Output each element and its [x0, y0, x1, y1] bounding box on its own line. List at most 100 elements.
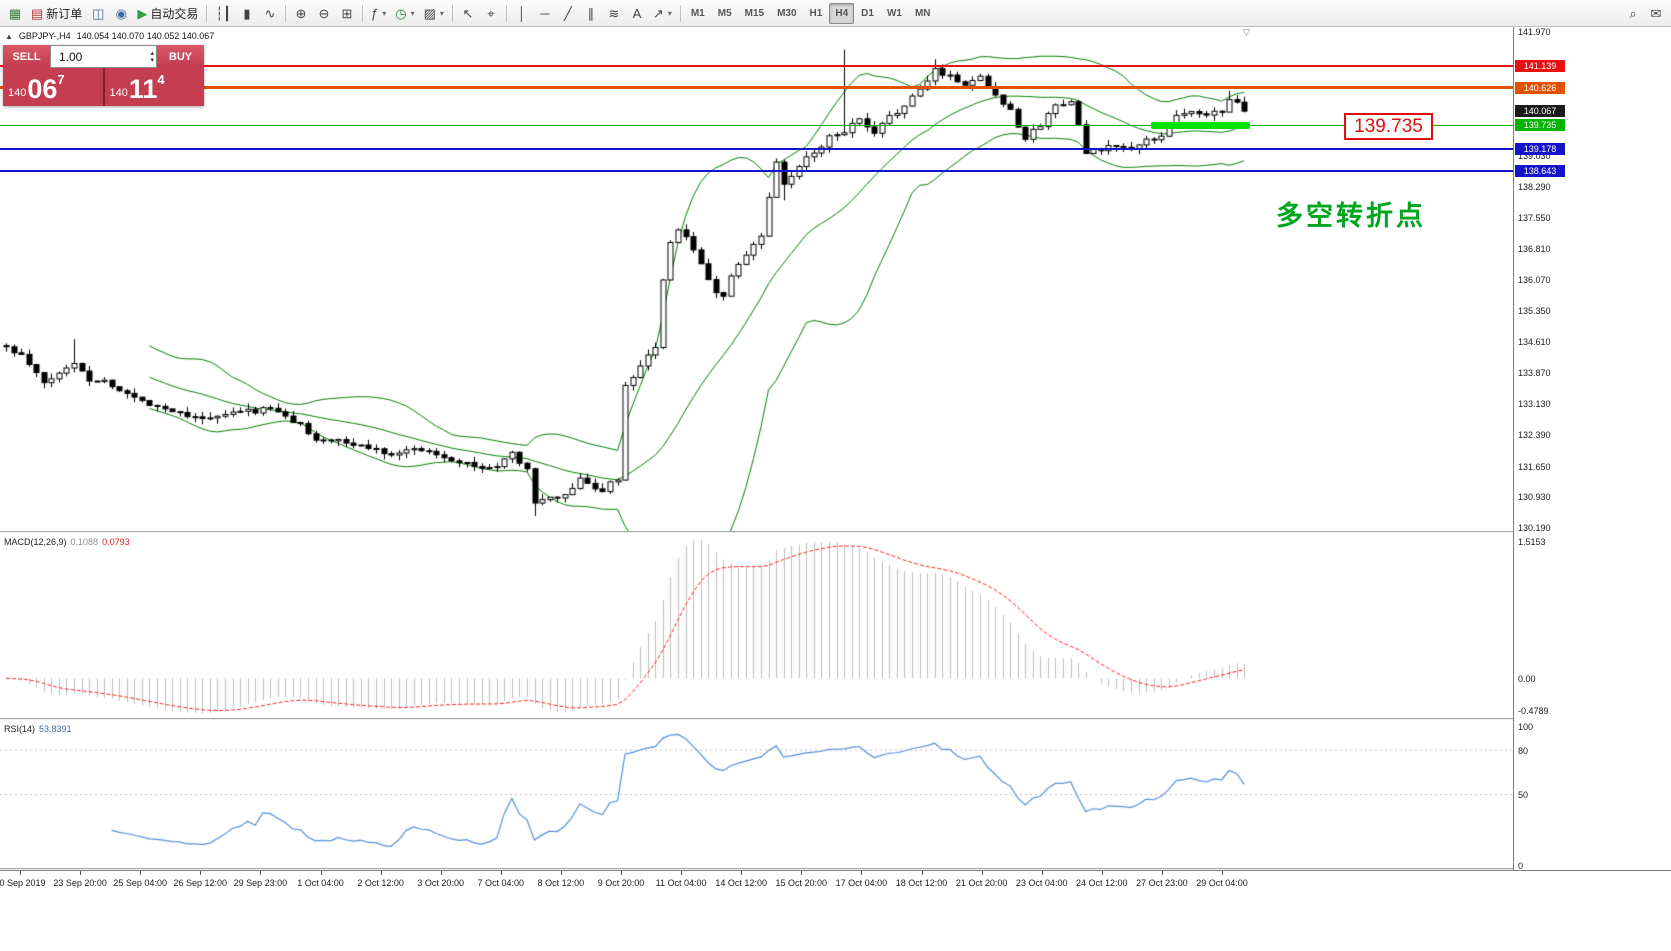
messages-button[interactable]: ✉	[1645, 3, 1667, 24]
price-badge-141.139: 141.139	[1515, 59, 1565, 72]
fibonacci-icon: ≋	[608, 5, 620, 21]
tf-w1-button[interactable]: W1	[881, 3, 908, 24]
zoom-in-icon: ⊕	[295, 5, 307, 21]
chart-bars-button[interactable]: ┆┃	[211, 3, 235, 24]
time-axis-label: 24 Oct 12:00	[1076, 878, 1128, 888]
price-badge-139.735: 139.735	[1515, 119, 1565, 132]
time-axis-tick	[1041, 871, 1043, 875]
volume-up-button[interactable]: ▴	[150, 49, 154, 57]
volume-down-button[interactable]: ▾	[150, 56, 154, 64]
channel-button[interactable]: ∥	[580, 3, 602, 24]
time-axis-label: 3 Oct 20:00	[417, 878, 464, 888]
profiles-button[interactable]: ◫	[87, 3, 109, 24]
periods-button[interactable]: ◷ ▾	[391, 3, 418, 24]
time-axis-tick	[1101, 871, 1103, 875]
macd-name: MACD(12,26,9)	[4, 537, 67, 547]
templates-button[interactable]: ▨ ▾	[420, 3, 448, 24]
indicators-button[interactable]: ƒ ▾	[367, 3, 390, 24]
time-axis-tick	[500, 871, 502, 875]
rsi-axis-label: 0	[1518, 861, 1524, 871]
autotrading-button[interactable]: ▶ 自动交易	[133, 3, 202, 24]
new-chart-button[interactable]: ▦	[4, 3, 26, 24]
indicators-icon: ƒ	[370, 5, 379, 21]
cursor-button[interactable]: ↖	[457, 3, 479, 24]
tf-h4-button[interactable]: H4	[829, 2, 855, 24]
time-axis-tick	[741, 871, 743, 875]
time-axis-tick	[560, 871, 562, 875]
chart-line-icon: ∿	[264, 5, 276, 21]
crosshair-button[interactable]: ⌖	[480, 3, 502, 24]
price-axis-label: 132.390	[1518, 430, 1551, 441]
macd-signal-value: 0.0793	[102, 537, 130, 547]
tf-mn-button[interactable]: MN	[909, 3, 937, 24]
buy-price-big: 11	[128, 74, 158, 104]
zoom-out-button[interactable]: ⊖	[313, 3, 335, 24]
price-axis[interactable]: 141.139 140.626 139.735 139.178 138.643 140.0…	[1513, 27, 1671, 871]
panel-separator[interactable]	[0, 531, 1671, 533]
collapse-icon[interactable]: ▲	[5, 31, 13, 41]
toolbar-separator	[206, 4, 208, 22]
panel-separator[interactable]	[0, 718, 1671, 720]
tile-windows-button[interactable]: ⊞	[336, 3, 358, 24]
price-badge-140.067: 140.067	[1515, 105, 1565, 118]
caret-icon: ▾	[439, 8, 444, 18]
fibonacci-button[interactable]: ≋	[603, 3, 625, 24]
tf-m1-button[interactable]: M1	[685, 3, 711, 24]
ohlc-readout: 140.054 140.070 140.052 140.067	[76, 31, 215, 41]
vertical-line-button[interactable]: │	[511, 3, 533, 24]
rsi-panel-canvas[interactable]	[0, 720, 1513, 868]
tf-m15-button[interactable]: M15	[739, 3, 770, 24]
time-axis-tick	[801, 871, 803, 875]
chart-shift-marker[interactable]: ▽	[1243, 27, 1250, 37]
time-axis[interactable]: 20 Sep 2019 23 Sep 20:00 25 Sep 04:00 26 Se…	[0, 870, 1671, 895]
macd-panel-canvas[interactable]	[0, 533, 1513, 718]
search-button[interactable]: ⌕	[1622, 3, 1644, 24]
channel-icon: ∥	[587, 5, 595, 21]
chart-candles-icon: ▮	[243, 5, 251, 21]
time-axis-label: 9 Oct 20:00	[597, 878, 645, 888]
toolbar-separator	[451, 4, 453, 22]
tf-m30-button[interactable]: M30	[771, 3, 802, 24]
price-callout[interactable]: 139.735	[1344, 113, 1433, 140]
horizontal-line-button[interactable]: ─	[534, 3, 556, 24]
time-axis-label: 17 Oct 04:00	[835, 878, 888, 888]
sell-price[interactable]: 140 06 7	[3, 68, 103, 106]
trendline-button[interactable]: ╱	[557, 3, 579, 24]
time-axis-tick	[981, 871, 983, 875]
market-watch-button[interactable]: ◉	[110, 3, 132, 24]
panel-separator[interactable]	[0, 868, 1671, 870]
symbol-timeframe: GBPJPY-,H4	[18, 31, 71, 41]
toolbar-separator	[284, 4, 286, 22]
sell-button[interactable]: SELL	[3, 45, 50, 68]
time-axis-label: 29 Sep 23:00	[233, 878, 288, 888]
arrow-tool-button[interactable]: ↗ ▾	[649, 3, 676, 24]
chart-line-button[interactable]: ∿	[259, 3, 281, 24]
new-order-icon: ▤	[31, 5, 44, 21]
buy-price[interactable]: 140 11 4	[102, 68, 205, 106]
zoom-in-button[interactable]: ⊕	[290, 3, 312, 24]
annotation-text[interactable]: 多空转折点	[1276, 201, 1426, 231]
new-order-button[interactable]: ▤ 新订单	[27, 3, 86, 24]
macd-axis-zero: 0.00	[1518, 674, 1536, 685]
price-chart-canvas[interactable]	[0, 27, 1513, 531]
price-badge-140.626: 140.626	[1515, 81, 1565, 94]
tf-m30-label: M30	[777, 7, 797, 19]
time-axis-label: 23 Oct 04:00	[1015, 878, 1068, 888]
time-axis-tick	[20, 871, 21, 875]
templates-icon: ▨	[423, 5, 436, 21]
volume-input[interactable]: 1.00 ▴ ▾	[50, 45, 157, 68]
rsi-axis-label: 100	[1518, 722, 1534, 732]
time-axis-tick	[200, 871, 202, 875]
horizontal-line-icon: ─	[540, 5, 550, 21]
tf-d1-button[interactable]: D1	[855, 3, 880, 24]
search-icon: ⌕	[1629, 5, 1637, 21]
buy-button[interactable]: BUY	[157, 45, 204, 68]
text-tool-icon: A	[632, 5, 642, 21]
text-tool-button[interactable]: A	[626, 3, 648, 24]
time-axis-label: 1 Oct 04:00	[297, 878, 344, 888]
tf-m5-button[interactable]: M5	[712, 3, 738, 24]
toolbar-separator	[679, 4, 681, 22]
quote-header: ▲ GBPJPY-,H4 140.054 140.070 140.052 140…	[5, 31, 214, 41]
chart-candles-button[interactable]: ▮	[236, 3, 258, 24]
tf-h1-button[interactable]: H1	[804, 3, 829, 24]
